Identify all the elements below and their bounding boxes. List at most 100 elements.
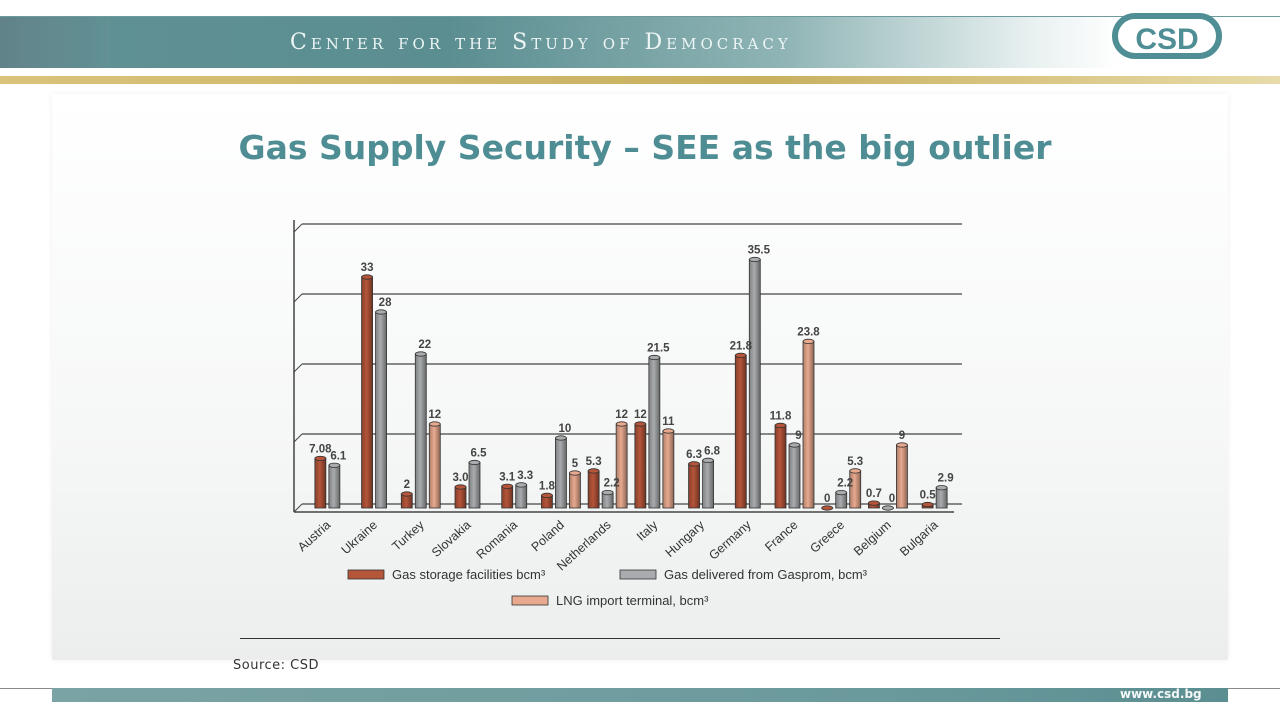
footer-bar	[52, 688, 1228, 702]
bar-cap	[328, 462, 341, 468]
bar-cap	[375, 309, 387, 315]
bar-italy-series-2	[648, 357, 661, 509]
x-tick-label: Italy	[634, 517, 661, 543]
bar-netherlands-series-3	[615, 423, 628, 509]
data-label: 0.5	[920, 490, 937, 502]
bar-cap	[868, 500, 880, 506]
x-tick-label: Slovakia	[429, 518, 474, 560]
bar-cap	[921, 501, 934, 508]
bar-cap	[734, 352, 747, 358]
source-caption: Source: CSD	[233, 658, 320, 673]
bar-hungary-series-2	[702, 459, 714, 509]
data-label: 21.8	[730, 340, 753, 352]
data-label: 6.5	[471, 448, 488, 460]
bar-romania-series-1	[501, 485, 514, 509]
bar-cap	[774, 422, 787, 428]
chart-x-ticks: Austria Ukraine Turkey Slovakia Romania Polan…	[295, 517, 941, 573]
chart-bars	[314, 256, 948, 511]
bar-ukraine-series-1	[361, 276, 373, 509]
header-divider	[0, 16, 1280, 17]
bar-france-series-2	[788, 444, 801, 509]
bar-cap	[468, 459, 481, 466]
x-tick-label: Germany	[706, 517, 754, 562]
bar-germany-series-1	[734, 354, 747, 509]
x-tick-label: Austria	[295, 518, 333, 554]
bar-poland-series-2	[555, 437, 567, 509]
logo-text: CSD	[1135, 23, 1198, 56]
x-tick-label: Romania	[474, 518, 521, 562]
data-label: 12	[615, 409, 628, 421]
bar-cap	[788, 442, 801, 448]
bar-cap	[601, 489, 614, 496]
chart-legend: Gas storage facilities bcm³ Gas delivered…	[347, 567, 868, 608]
bar-slovakia-series-2	[468, 462, 481, 509]
bar-turkey-series-2	[414, 353, 427, 509]
data-label: 23.8	[797, 326, 820, 338]
x-tick-label: Bulgaria	[897, 518, 940, 559]
data-label: 7.08	[309, 443, 332, 455]
bar-austria-series-1	[314, 458, 327, 509]
x-tick-label: Poland	[529, 518, 567, 554]
bar-cap	[935, 485, 948, 491]
footer-url[interactable]: www.csd.bg	[1120, 687, 1202, 701]
bar-france-series-1	[774, 424, 787, 509]
bar-cap	[849, 468, 862, 474]
x-tick-label: Turkey	[389, 517, 427, 553]
data-label: 6.1	[330, 450, 347, 462]
data-label: 3.0	[453, 472, 469, 484]
bar-cap	[882, 505, 894, 511]
bar-cap	[615, 421, 628, 427]
bar-austria-series-2	[328, 464, 341, 509]
data-label: 2.2	[604, 478, 620, 490]
data-label: 3.1	[499, 471, 516, 483]
x-tick-label: Ukraine	[339, 518, 380, 557]
legend-swatch	[619, 569, 657, 580]
legend-label: Gas storage facilities bcm³	[392, 567, 546, 582]
data-label: 0	[889, 493, 895, 505]
x-tick-label: France	[762, 518, 800, 554]
header-photo	[0, 16, 110, 68]
legend-label: LNG import terminal, bcm³	[556, 593, 709, 608]
csd-logo: CSD	[1112, 13, 1222, 59]
gridline-depth	[293, 293, 303, 303]
slide-title: Gas Supply Security – SEE as the big out…	[238, 128, 1052, 167]
slide-panel	[52, 94, 1228, 660]
data-label: 5.3	[586, 456, 602, 468]
data-label: 2.9	[938, 473, 954, 485]
bar-cap	[896, 442, 908, 448]
bar-cap	[555, 435, 567, 441]
bar-cap	[400, 491, 413, 497]
bar-cap	[501, 483, 514, 489]
bar-cap	[748, 256, 761, 263]
x-tick-label: Belgium	[851, 518, 894, 559]
data-label: 0	[824, 493, 830, 505]
data-label: 28	[379, 297, 392, 309]
data-label: 11.8	[770, 410, 792, 422]
bar-cap	[648, 354, 661, 361]
data-label: 5.3	[847, 456, 863, 468]
data-label: 22	[418, 339, 431, 351]
data-label: 6.8	[704, 445, 721, 457]
bar-cap	[702, 457, 714, 463]
data-label: 10	[559, 423, 572, 435]
bar-romania-series-2	[515, 484, 528, 509]
bar-cap	[821, 505, 834, 511]
bar-cap	[634, 421, 647, 427]
data-label: 0.7	[866, 488, 882, 500]
gridline-depth	[293, 503, 303, 513]
bar-poland-series-3	[569, 472, 581, 509]
bar-cap	[314, 455, 327, 462]
data-label: 5	[572, 458, 579, 470]
bar-cap	[414, 351, 427, 357]
data-label: 9	[899, 430, 905, 442]
gridline-depth	[293, 433, 303, 443]
bar-germany-series-2	[748, 259, 761, 509]
bar-slovakia-series-1	[454, 486, 467, 509]
data-label: 35.5	[748, 245, 771, 257]
bar-cap	[569, 470, 581, 476]
bar-france-series-3	[802, 340, 815, 509]
data-label: 3.3	[517, 470, 533, 482]
header-band	[0, 16, 1120, 68]
bar-italy-series-3	[662, 430, 675, 509]
